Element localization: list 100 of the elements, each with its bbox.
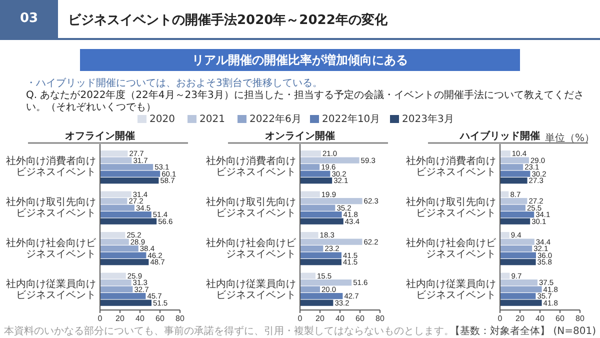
- bar: [100, 170, 160, 177]
- y-tick-label: 社内向け従業員向けビジネスイベント: [405, 278, 496, 301]
- bar: [500, 286, 542, 292]
- bar: [100, 280, 132, 286]
- y-tick-label: 社外向け取引先向けビジネスイベント: [205, 197, 296, 220]
- y-tick-label: 社外向け取引先向けビジネスイベント: [405, 197, 496, 220]
- bar: [300, 150, 321, 157]
- bar: [100, 191, 132, 198]
- bar: [500, 212, 534, 218]
- x-tick-label: 20: [116, 314, 125, 323]
- bar: [300, 204, 336, 211]
- bar: [300, 218, 344, 224]
- x-tick-label: 60: [356, 314, 365, 323]
- bar: [100, 157, 132, 164]
- y-tick-label: 社内向け従業員向けビジネスイベント: [205, 278, 296, 301]
- bar: [300, 157, 360, 164]
- bar: [300, 178, 332, 184]
- y-tick-label: 社外向け取引先向けビジネスイベント: [5, 197, 96, 220]
- bar: [500, 293, 536, 300]
- bar: [300, 300, 334, 306]
- bar: [300, 286, 320, 292]
- bar: [300, 293, 343, 300]
- bar: [500, 246, 532, 252]
- text: リアル開催の開催比率が増加傾向にある: [80, 49, 520, 71]
- bar: [500, 198, 528, 204]
- bar: [300, 280, 352, 286]
- bar: [500, 150, 510, 157]
- annotation: 単位（%）: [545, 132, 595, 145]
- bar: [100, 164, 154, 170]
- bar: [100, 212, 152, 218]
- y-tick-label: 社外向け消費者向けビジネスイベント: [205, 156, 296, 178]
- bar: [100, 252, 146, 258]
- bar: [100, 178, 159, 184]
- y-tick-label: 社内向け従業員向けビジネスイベント: [5, 278, 96, 301]
- x-tick-label: 40: [536, 314, 545, 323]
- bar: [500, 170, 530, 177]
- bar: [300, 246, 324, 252]
- bar: [100, 286, 133, 292]
- y-tick-label: 社外向け社会向けビジネスイベント: [405, 238, 496, 260]
- legend-label: 2020: [150, 114, 175, 125]
- x-tick-label: 0: [98, 314, 103, 323]
- bar: [300, 252, 342, 258]
- bar: [300, 212, 342, 218]
- bar: [500, 259, 536, 266]
- x-tick-label: 80: [576, 314, 585, 323]
- bar: [100, 198, 128, 204]
- bar: [500, 218, 530, 224]
- bar: [100, 293, 146, 300]
- bar: [500, 204, 526, 211]
- bar: [100, 272, 126, 279]
- legend-label: 2022年6月: [250, 113, 302, 125]
- bar: [300, 272, 316, 279]
- bar: [500, 238, 534, 245]
- bar: [100, 232, 126, 238]
- x-tick-label: 80: [376, 314, 385, 323]
- bar: [500, 280, 538, 286]
- text: ビジネスイベントの開催手法2020年～2022年の変化: [68, 12, 388, 29]
- legend-label: 2023年3月: [402, 113, 454, 125]
- x-tick-label: 60: [556, 314, 565, 323]
- x-tick-label: 20: [316, 314, 325, 323]
- bar: [500, 272, 510, 279]
- x-tick-label: 80: [176, 314, 185, 323]
- y-tick-label: 社外向け消費者向けビジネスイベント: [405, 156, 496, 178]
- y-tick-label: 社外向け社会向けビジネスイベント: [205, 238, 296, 260]
- bar: [100, 259, 149, 266]
- bar: [300, 191, 320, 198]
- y-tick-label: 社外向け消費者向けビジネスイベント: [5, 156, 96, 178]
- bar: [300, 232, 318, 238]
- bar: [100, 204, 134, 211]
- bar: [100, 246, 138, 252]
- bar: [500, 178, 528, 184]
- chart-title: オンライン開催: [265, 130, 335, 142]
- legend-label: 2021: [200, 114, 225, 125]
- text: Q. あなたが2022年度（22年4月～23年3月）に担当した・担当する予定の会議・イベントの開催手法について教えてください。（それぞれいくつでも）: [26, 90, 585, 114]
- bar: [100, 150, 128, 157]
- bar: [100, 238, 129, 245]
- bar: [500, 252, 536, 258]
- chart-title: ハイブリッド開催: [459, 130, 540, 142]
- x-tick-label: 40: [336, 314, 345, 323]
- bar: [300, 238, 362, 245]
- x-tick-label: 40: [136, 314, 145, 323]
- x-tick-label: 0: [498, 314, 503, 323]
- bar: [300, 170, 330, 177]
- bar: [500, 164, 524, 170]
- bar: [500, 300, 542, 306]
- bar: [300, 164, 320, 170]
- bar: [100, 300, 152, 306]
- chart-title: オフライン開催: [65, 130, 135, 142]
- x-tick-label: 0: [298, 314, 303, 323]
- bar: [100, 218, 157, 224]
- bar: [300, 198, 362, 204]
- bar: [300, 259, 342, 266]
- bar: [500, 157, 529, 164]
- legend-label: 2022年10月: [322, 113, 380, 125]
- bar: [500, 191, 509, 198]
- x-tick-label: 20: [516, 314, 525, 323]
- y-tick-label: 社外向け社会向けビジネスイベント: [5, 238, 96, 260]
- bar: [500, 232, 510, 238]
- text: 03: [0, 0, 58, 38]
- x-tick-label: 60: [156, 314, 165, 323]
